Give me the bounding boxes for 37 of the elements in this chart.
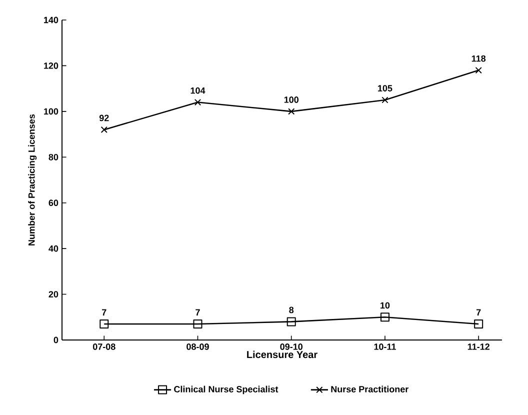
- data-label: 7: [476, 309, 481, 316]
- y-tick-label: 100: [44, 108, 58, 115]
- point: [475, 66, 482, 74]
- data-label: 92: [99, 114, 109, 122]
- point: [194, 98, 202, 106]
- x-tick-label: 07-08: [92, 344, 116, 350]
- point: [100, 319, 109, 328]
- point: [193, 319, 202, 328]
- legend-label: Clinical Nurse Specialist: [174, 386, 278, 394]
- legend-label: Nurse Practitioner: [331, 386, 409, 392]
- y-tick-label: 80: [48, 154, 58, 160]
- y-tick-label: 120: [44, 62, 58, 69]
- x-tick-label: 09-10: [280, 344, 302, 350]
- y-tick-label: 20: [48, 291, 58, 298]
- point: [474, 319, 484, 328]
- x-tick-label: 11-12: [468, 344, 490, 350]
- data-label: 104: [190, 87, 206, 94]
- y-tick-label: 40: [48, 245, 58, 252]
- point: [382, 96, 388, 104]
- y-axis-title: Number of Practicing Licenses: [28, 114, 37, 246]
- data-label: 100: [284, 96, 298, 103]
- point: [288, 108, 295, 115]
- data-label: 105: [378, 85, 392, 92]
- x-tick-label: 10-11: [374, 344, 396, 350]
- point: [286, 317, 296, 326]
- x-tick-label: 08-09: [186, 344, 209, 350]
- data-label: 118: [472, 55, 486, 62]
- y-tick-label: 0: [54, 336, 58, 344]
- data-label: 8: [289, 306, 294, 314]
- x-axis-title: Licensure Year: [247, 350, 318, 358]
- point: [100, 126, 108, 134]
- data-label: 7: [196, 309, 200, 316]
- point: [380, 312, 390, 322]
- data-label: 7: [102, 309, 106, 316]
- y-tick-label: 140: [44, 16, 58, 24]
- y-tick-label: 60: [48, 200, 58, 206]
- data-label: 10: [380, 302, 390, 309]
